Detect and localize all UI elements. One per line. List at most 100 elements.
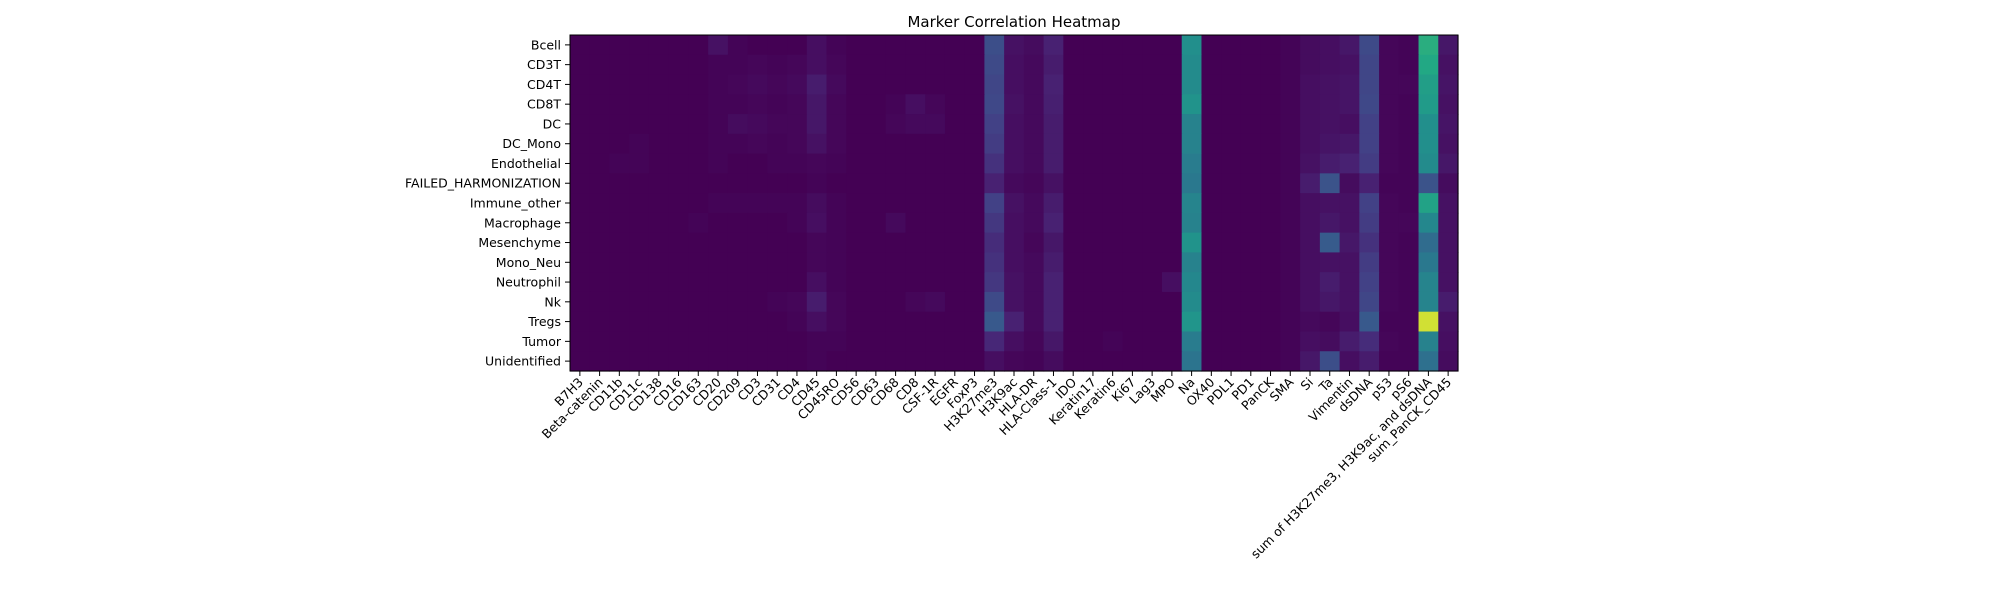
heatmap-cell <box>609 153 630 174</box>
heatmap-cell <box>648 133 670 155</box>
heatmap-cell <box>1181 74 1203 95</box>
heatmap-cell <box>767 74 788 95</box>
heatmap-cell <box>668 94 689 115</box>
heatmap-cell <box>589 114 611 135</box>
heatmap-cell <box>1260 291 1281 313</box>
heatmap-cell <box>708 272 729 293</box>
heatmap-cell <box>1063 331 1084 352</box>
heatmap-cell <box>1162 35 1183 56</box>
heatmap-cell <box>648 311 670 333</box>
heatmap-cell <box>767 94 788 115</box>
heatmap-cell <box>826 74 847 95</box>
heatmap-cell <box>688 94 709 115</box>
heatmap-cell <box>688 252 709 273</box>
heatmap-cell <box>1023 114 1045 135</box>
heatmap-cell <box>1162 272 1183 293</box>
heatmap-cell <box>846 331 867 352</box>
heatmap-cell <box>1004 331 1025 352</box>
heatmap-cell <box>648 291 670 313</box>
heatmap-cell <box>925 153 946 174</box>
heatmap-cell <box>1418 351 1439 372</box>
heatmap-cell <box>905 173 926 194</box>
heatmap-cell <box>1142 94 1163 115</box>
heatmap-cell <box>609 133 630 155</box>
heatmap-cell <box>1221 74 1242 95</box>
heatmap-cell <box>1300 114 1321 135</box>
heatmap-cell <box>1043 311 1064 333</box>
heatmap-cell <box>984 331 1005 352</box>
heatmap-cell <box>984 193 1005 214</box>
heatmap-cell <box>964 94 985 115</box>
heatmap-cell <box>727 35 749 56</box>
heatmap-cell <box>1221 252 1242 273</box>
y-tick-label: Macrophage <box>484 215 561 230</box>
heatmap-cell <box>1319 232 1341 254</box>
heatmap-cell <box>1319 311 1341 333</box>
heatmap-cell <box>688 173 709 194</box>
heatmap-cell <box>589 94 611 115</box>
heatmap-cell <box>846 133 867 155</box>
heatmap-cell <box>787 232 808 254</box>
heatmap-cell <box>570 54 591 76</box>
heatmap-cell <box>1319 133 1341 155</box>
heatmap-cell <box>1280 94 1301 115</box>
heatmap-cell <box>1102 331 1124 352</box>
heatmap-cell <box>1181 311 1203 333</box>
heatmap-cell <box>570 272 591 293</box>
heatmap-cell <box>1300 311 1321 333</box>
heatmap-cell <box>1260 173 1281 194</box>
heatmap-cell <box>984 35 1005 56</box>
heatmap-cell <box>747 311 768 333</box>
heatmap-cell <box>866 193 887 214</box>
heatmap-cell <box>1083 212 1104 234</box>
heatmap-cell <box>866 252 887 273</box>
heatmap-cell <box>1398 94 1420 115</box>
heatmap-cell <box>589 252 611 273</box>
heatmap-cell <box>944 94 966 115</box>
heatmap-cell <box>1162 133 1183 155</box>
heatmap-cell <box>767 153 788 174</box>
heatmap-cell <box>1280 252 1301 273</box>
heatmap-cell <box>629 252 650 273</box>
heatmap-cell <box>964 351 985 372</box>
heatmap-cell <box>905 35 926 56</box>
heatmap-cell <box>1379 74 1400 95</box>
heatmap-cell <box>609 291 630 313</box>
heatmap-cell <box>964 331 985 352</box>
heatmap-cell <box>1142 153 1163 174</box>
heatmap-cell <box>589 54 611 76</box>
heatmap-cell <box>1102 272 1124 293</box>
heatmap-cell <box>1142 114 1163 135</box>
heatmap-cell <box>925 212 946 234</box>
y-tick-label: CD3T <box>527 57 561 72</box>
heatmap-cell <box>1122 153 1143 174</box>
heatmap-cell <box>1240 232 1262 254</box>
heatmap-cell <box>668 74 689 95</box>
heatmap-cell <box>1083 74 1104 95</box>
heatmap-cell <box>648 193 670 214</box>
heatmap-cell <box>1418 331 1439 352</box>
heatmap-cells <box>570 35 1459 372</box>
y-tick-label: Mono_Neu <box>496 255 561 270</box>
heatmap-cell <box>1181 54 1203 76</box>
heatmap-cell <box>826 252 847 273</box>
heatmap-cell <box>1043 212 1064 234</box>
heatmap-cell <box>1221 331 1242 352</box>
chart-title: Marker Correlation Heatmap <box>907 13 1120 31</box>
heatmap-cell <box>1023 133 1045 155</box>
heatmap-cell <box>1201 232 1222 254</box>
heatmap-cell <box>1260 114 1281 135</box>
heatmap-cell <box>1418 252 1439 273</box>
heatmap-cell <box>1438 252 1459 273</box>
heatmap-cell <box>1280 232 1301 254</box>
heatmap-cell <box>1102 173 1124 194</box>
heatmap-cell <box>570 331 591 352</box>
heatmap-cell <box>1240 272 1262 293</box>
heatmap-cell <box>1280 331 1301 352</box>
heatmap-cell <box>747 291 768 313</box>
heatmap-cell <box>885 252 907 273</box>
heatmap-cell <box>885 133 907 155</box>
heatmap-cell <box>1398 232 1420 254</box>
heatmap-cell <box>708 193 729 214</box>
heatmap-cell <box>944 212 966 234</box>
